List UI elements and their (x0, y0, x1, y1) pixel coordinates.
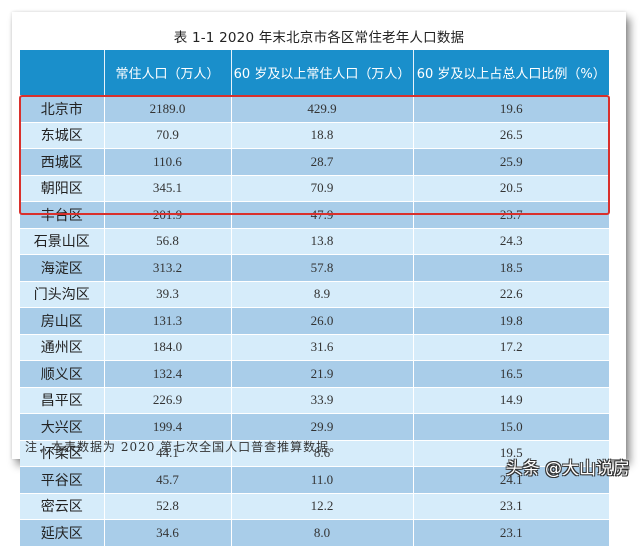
elderly-population-cell: 21.9 (231, 360, 414, 387)
district-cell: 怀柔区 (20, 439, 105, 467)
elderly-population-cell: 29.9 (231, 413, 414, 440)
population-cell: 45.7 (104, 466, 232, 493)
elderly-ratio-cell: 23.7 (413, 201, 609, 228)
elderly-population-cell: 8.6 (231, 439, 414, 467)
elderly-ratio-cell: 24.3 (413, 227, 609, 255)
district-cell: 门头沟区 (20, 280, 105, 308)
population-cell: 34.6 (104, 519, 232, 546)
elderly-ratio-cell: 26.5 (413, 121, 609, 149)
district-cell: 大兴区 (20, 413, 105, 440)
elderly-population-cell: 28.7 (231, 148, 414, 175)
elderly-population-cell: 11.0 (231, 466, 414, 493)
elderly-population-cell: 18.8 (231, 121, 414, 149)
district-cell: 东城区 (20, 121, 105, 149)
elderly-ratio-cell: 23.1 (413, 492, 609, 520)
header-elderly-ratio: 60 岁及以上占总人口比例（%） (413, 50, 609, 96)
elderly-ratio-cell: 19.5 (413, 439, 609, 467)
table-row: 顺义区 132.4 21.9 16.5 (20, 360, 609, 387)
population-cell: 132.4 (104, 360, 232, 387)
elderly-ratio-cell: 25.9 (413, 148, 609, 175)
district-cell: 昌平区 (20, 386, 105, 414)
elderly-ratio-cell: 22.6 (413, 280, 609, 308)
population-cell: 313.2 (104, 254, 232, 281)
elderly-population-cell: 31.6 (231, 333, 414, 361)
header-population: 常住人口（万人） (104, 50, 232, 96)
district-cell: 通州区 (20, 333, 105, 361)
district-cell: 西城区 (20, 148, 105, 175)
table-row: 昌平区 226.9 33.9 14.9 (20, 386, 609, 414)
elderly-population-cell: 70.9 (231, 174, 414, 202)
header-elderly-population: 60 岁及以上常住人口（万人） (231, 50, 414, 96)
district-cell: 朝阳区 (20, 174, 105, 202)
district-cell: 北京市 (20, 95, 105, 122)
elderly-ratio-cell: 20.5 (413, 174, 609, 202)
table-row: 西城区 110.6 28.7 25.9 (20, 148, 609, 175)
table-row: 房山区 131.3 26.0 19.8 (20, 307, 609, 334)
elderly-population-cell: 26.0 (231, 307, 414, 334)
population-cell: 70.9 (104, 121, 232, 149)
population-cell: 39.3 (104, 280, 232, 308)
table-row: 延庆区 34.6 8.0 23.1 (20, 519, 609, 546)
elderly-ratio-cell: 18.5 (413, 254, 609, 281)
population-cell: 199.4 (104, 413, 232, 440)
population-cell: 131.3 (104, 307, 232, 334)
table-title: 表 1-1 2020 年末北京市各区常住老年人口数据 (173, 30, 465, 46)
table-row: 怀柔区 44.1 8.6 19.5 (20, 439, 609, 467)
elderly-ratio-cell: 19.8 (413, 307, 609, 334)
population-cell: 201.9 (104, 201, 232, 228)
district-cell: 海淀区 (20, 254, 105, 281)
table-row: 北京市 2189.0 429.9 19.6 (20, 95, 609, 122)
elderly-ratio-cell: 14.9 (413, 386, 609, 414)
elderly-population-cell: 8.0 (231, 519, 414, 546)
elderly-population-cell: 33.9 (231, 386, 414, 414)
elderly-population-cell: 13.8 (231, 227, 414, 255)
elderly-ratio-cell: 15.0 (413, 413, 609, 440)
population-cell: 56.8 (104, 227, 232, 255)
table-row: 丰台区 201.9 47.9 23.7 (20, 201, 609, 228)
header-row: 常住人口（万人） 60 岁及以上常住人口（万人） 60 岁及以上占总人口比例（%… (20, 50, 609, 96)
elderly-population-cell: 429.9 (231, 95, 414, 122)
table-row: 东城区 70.9 18.8 26.5 (20, 121, 609, 149)
population-table: 常住人口（万人） 60 岁及以上常住人口（万人） 60 岁及以上占总人口比例（%… (20, 50, 609, 546)
district-cell: 房山区 (20, 307, 105, 334)
table-row: 朝阳区 345.1 70.9 20.5 (20, 174, 609, 202)
table-row: 石景山区 56.8 13.8 24.3 (20, 227, 609, 255)
population-cell: 345.1 (104, 174, 232, 202)
district-cell: 延庆区 (20, 519, 105, 546)
elderly-ratio-cell: 17.2 (413, 333, 609, 361)
header-district (20, 50, 105, 96)
table-row: 通州区 184.0 31.6 17.2 (20, 333, 609, 361)
table-row: 密云区 52.8 12.2 23.1 (20, 492, 609, 520)
population-cell: 44.1 (104, 439, 232, 467)
population-cell: 52.8 (104, 492, 232, 520)
elderly-population-cell: 47.9 (231, 201, 414, 228)
population-cell: 226.9 (104, 386, 232, 414)
population-cell: 2189.0 (104, 95, 232, 122)
district-cell: 石景山区 (20, 227, 105, 255)
district-cell: 丰台区 (20, 201, 105, 228)
table-row: 大兴区 199.4 29.9 15.0 (20, 413, 609, 440)
district-cell: 顺义区 (20, 360, 105, 387)
district-cell: 密云区 (20, 492, 105, 520)
elderly-population-cell: 8.9 (231, 280, 414, 308)
table-card: 表 1-1 2020 年末北京市各区常住老年人口数据 常住人口（万人） 60 岁… (12, 12, 626, 546)
table-row: 门头沟区 39.3 8.9 22.6 (20, 280, 609, 308)
elderly-ratio-cell: 19.6 (413, 95, 609, 122)
population-cell: 110.6 (104, 148, 232, 175)
population-cell: 184.0 (104, 333, 232, 361)
elderly-ratio-cell: 23.1 (413, 519, 609, 546)
table-row: 海淀区 313.2 57.8 18.5 (20, 254, 609, 281)
watermark: 头条 @大山说房 (505, 459, 630, 479)
elderly-ratio-cell: 16.5 (413, 360, 609, 387)
elderly-population-cell: 57.8 (231, 254, 414, 281)
district-cell: 平谷区 (20, 466, 105, 493)
elderly-population-cell: 12.2 (231, 492, 414, 520)
table-note: 注：本表数据为 2020 第七次全国人口普查推算数据。 (25, 440, 343, 454)
